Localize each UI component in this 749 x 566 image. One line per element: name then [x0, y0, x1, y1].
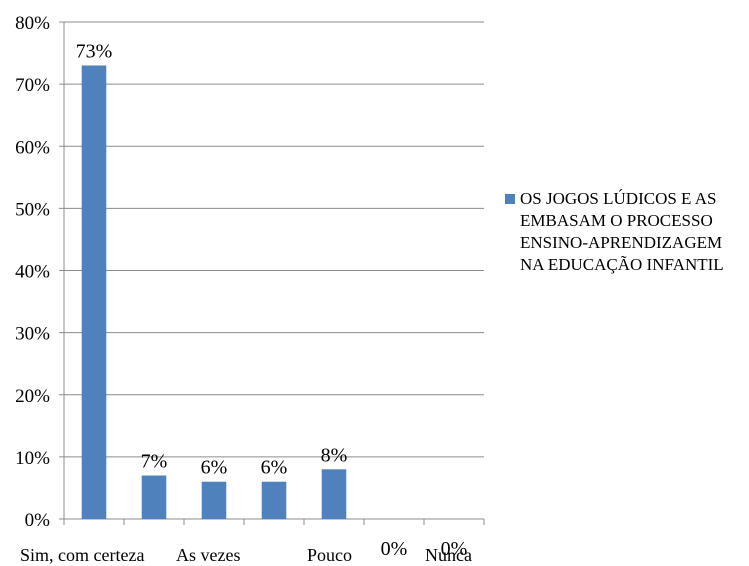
data-label: 6%: [201, 457, 228, 479]
y-tick-label: 60%: [15, 137, 50, 158]
data-label: 6%: [261, 457, 288, 479]
x-tick-label: Nunca: [425, 545, 472, 565]
legend: OS JOGOS LÚDICOS E AS EMBASAM O PROCESSO…: [505, 188, 749, 276]
bar: [81, 65, 107, 520]
y-tick-label: 10%: [15, 448, 50, 469]
x-tick-label: Pouco: [307, 545, 352, 565]
x-axis-tick-labels: Sim, com certeza As vezes Pouco Nunca: [20, 545, 472, 565]
y-axis-tick-labels: 0% 10% 20% 30% 40% 50% 60% 70% 80%: [15, 13, 50, 531]
bars: [81, 65, 347, 520]
y-tick-label: 80%: [15, 13, 50, 34]
x-tick-label: As vezes: [176, 545, 240, 565]
axes: [59, 21, 485, 525]
bar: [141, 475, 167, 519]
bar: [201, 481, 227, 519]
data-label: 0%: [381, 538, 408, 560]
x-tick-label: Sim, com certeza: [20, 545, 144, 565]
y-tick-label: 0%: [25, 510, 51, 531]
data-labels: 73% 7% 6% 6% 8% 0% 0%: [76, 40, 468, 560]
legend-label: OS JOGOS LÚDICOS E AS EMBASAM O PROCESSO…: [520, 189, 724, 274]
y-tick-label: 70%: [15, 75, 50, 96]
legend-swatch: [505, 194, 515, 204]
gridlines: [64, 21, 484, 458]
y-tick-label: 20%: [15, 386, 50, 407]
y-tick-label: 30%: [15, 324, 50, 345]
data-label: 8%: [321, 444, 348, 466]
y-tick-label: 40%: [15, 262, 50, 283]
data-label: 73%: [76, 40, 113, 62]
data-label: 7%: [141, 451, 168, 473]
y-tick-label: 50%: [15, 199, 50, 220]
bar: [321, 469, 347, 519]
data-label: 0%: [441, 538, 468, 560]
bar: [261, 481, 287, 519]
